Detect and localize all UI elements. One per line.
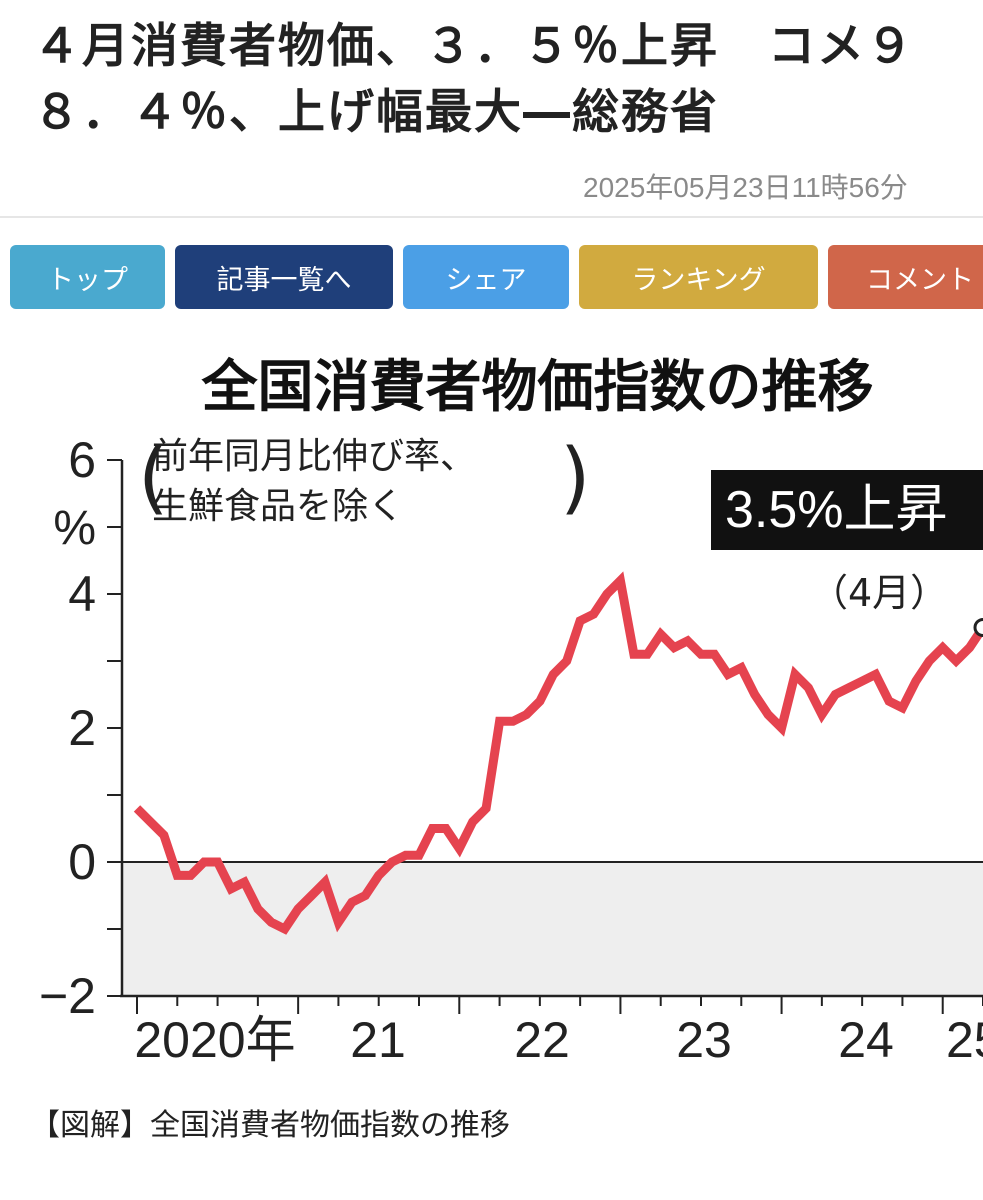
ranking-button[interactable]: ランキング: [579, 245, 818, 309]
cpi-series-line: [133, 571, 983, 935]
highlight-point: [973, 618, 983, 637]
y-tick-label: 6: [68, 432, 96, 488]
figure-caption: 【図解】全国消費者物価指数の推移: [30, 1108, 510, 1143]
header-divider: [0, 216, 983, 218]
y-tick-label: 4: [68, 566, 96, 622]
x-tick-label: 23: [676, 1012, 732, 1068]
article-headline: ４月消費者物価、３．５％上昇 コメ９８．４％、上げ幅最大―総務省: [33, 19, 915, 140]
y-tick-label: −2: [39, 968, 96, 1024]
chart-note: ( 前年同月比伸び率、 生鮮食品を除く ): [138, 432, 592, 532]
chart-title: 全国消費者物価指数の推移: [201, 355, 874, 420]
note-line-2: 生鮮食品を除く: [152, 486, 405, 527]
negative-region: [122, 862, 983, 996]
x-tick-label: 2020年: [134, 1012, 295, 1068]
y-tick-label: 2: [68, 700, 96, 756]
article-nav-bar: トップ 記事一覧へ シェア ランキング コメント: [0, 245, 983, 311]
top-button[interactable]: トップ: [10, 245, 165, 309]
x-tick-label: 22: [514, 1012, 570, 1068]
comment-button[interactable]: コメント: [828, 245, 983, 309]
article-timestamp: 2025年05月23日11時56分: [583, 172, 908, 202]
x-tick-label: 25: [946, 1012, 983, 1068]
y-tick-label: 0: [68, 834, 96, 890]
highlight-badge: 3.5%上昇: [711, 470, 983, 550]
note-line-1: 前年同月比伸び率、: [152, 436, 477, 477]
share-button[interactable]: シェア: [403, 245, 569, 309]
y-axis-unit-label: %: [53, 502, 96, 555]
note-open-paren: (: [138, 433, 169, 523]
cpi-line-chart: 6 4 2 0 −2% 2020年 21 22 23 24 25: [39, 432, 983, 1068]
article-list-button[interactable]: 記事一覧へ: [175, 245, 393, 309]
highlight-month-label: （4月）: [810, 571, 949, 615]
x-tick-label: 21: [350, 1012, 406, 1068]
x-tick-label: 24: [838, 1012, 894, 1068]
note-close-paren: ): [560, 433, 591, 523]
